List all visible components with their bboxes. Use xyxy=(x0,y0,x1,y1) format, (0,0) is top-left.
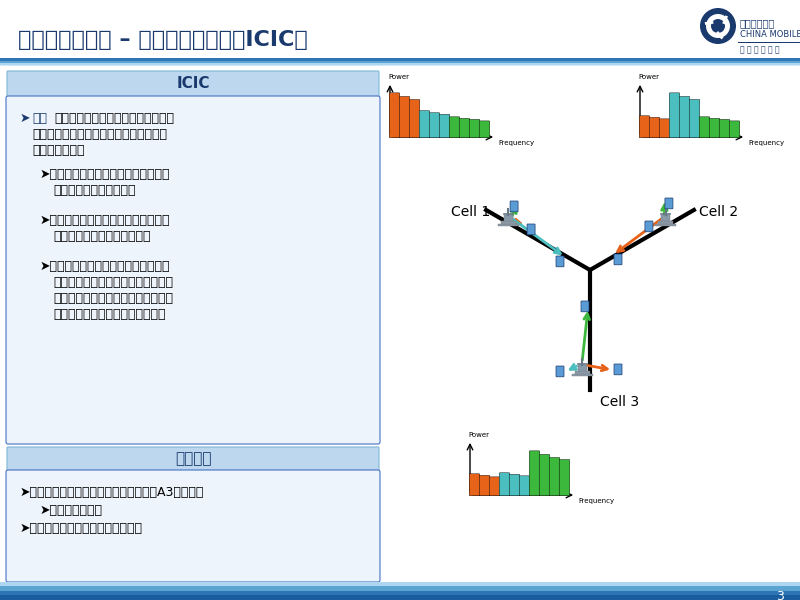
Text: Frequency: Frequency xyxy=(498,140,534,146)
FancyBboxPatch shape xyxy=(650,118,660,138)
Text: Cell 3: Cell 3 xyxy=(600,395,639,409)
Bar xyxy=(571,374,593,376)
FancyBboxPatch shape xyxy=(690,100,700,138)
Text: Frequency: Frequency xyxy=(748,140,784,146)
FancyBboxPatch shape xyxy=(479,475,490,496)
FancyBboxPatch shape xyxy=(556,256,564,267)
Text: ➤小区中心和边缘用户的发射功率值: ➤小区中心和边缘用户的发射功率值 xyxy=(20,522,143,535)
FancyBboxPatch shape xyxy=(419,110,430,138)
FancyBboxPatch shape xyxy=(409,100,420,138)
Bar xyxy=(658,221,674,224)
Bar xyxy=(0,591,800,595)
Bar xyxy=(655,224,677,226)
FancyBboxPatch shape xyxy=(509,475,520,496)
Text: 中心用户分配的功率较低: 中心用户分配的功率较低 xyxy=(53,184,135,197)
FancyBboxPatch shape xyxy=(429,113,440,138)
Bar xyxy=(0,595,800,600)
FancyBboxPatch shape xyxy=(6,96,380,444)
Text: 3: 3 xyxy=(776,590,784,600)
Text: 移 动 信 息 专 家: 移 动 信 息 专 家 xyxy=(740,45,780,54)
Text: 用户而言，所受邻区干扰较低，因此: 用户而言，所受邻区干扰较低，因此 xyxy=(53,292,173,305)
Circle shape xyxy=(711,19,725,33)
FancyBboxPatch shape xyxy=(519,476,530,496)
Bar xyxy=(662,215,670,221)
FancyBboxPatch shape xyxy=(614,254,622,265)
Bar xyxy=(0,586,800,591)
FancyBboxPatch shape xyxy=(530,451,540,496)
Bar xyxy=(0,61,800,63)
Circle shape xyxy=(706,14,730,38)
FancyBboxPatch shape xyxy=(710,118,720,138)
FancyBboxPatch shape xyxy=(556,366,564,377)
FancyBboxPatch shape xyxy=(479,121,490,138)
FancyBboxPatch shape xyxy=(439,114,450,138)
FancyBboxPatch shape xyxy=(581,301,589,312)
Text: ➤需优化相关参数: ➤需优化相关参数 xyxy=(40,504,103,517)
FancyBboxPatch shape xyxy=(469,119,480,138)
Bar xyxy=(501,221,515,224)
Text: Power: Power xyxy=(638,74,659,80)
Text: 降低小区间干扰: 降低小区间干扰 xyxy=(32,144,85,157)
FancyBboxPatch shape xyxy=(719,119,730,138)
FancyBboxPatch shape xyxy=(614,364,622,375)
Text: ：相邻的相互干扰的小区间通过协调: ：相邻的相互干扰的小区间通过协调 xyxy=(54,112,174,125)
Bar xyxy=(0,582,800,586)
FancyBboxPatch shape xyxy=(550,457,560,496)
Bar xyxy=(574,371,590,374)
Text: 优化参数: 优化参数 xyxy=(174,451,211,467)
FancyBboxPatch shape xyxy=(669,93,680,138)
FancyBboxPatch shape xyxy=(499,473,510,496)
Text: 相关技术点介绍 – 小区间干扰协调（ICIC）: 相关技术点介绍 – 小区间干扰协调（ICIC） xyxy=(18,30,308,50)
FancyBboxPatch shape xyxy=(6,470,380,582)
Bar xyxy=(498,224,518,226)
Text: ➤采用较高功率的频率资源在相邻小区: ➤采用较高功率的频率资源在相邻小区 xyxy=(40,260,170,273)
Text: Frequency: Frequency xyxy=(578,498,614,504)
Text: Power: Power xyxy=(468,432,489,438)
Circle shape xyxy=(700,8,736,44)
Bar xyxy=(0,0,800,68)
FancyBboxPatch shape xyxy=(7,447,379,471)
FancyBboxPatch shape xyxy=(389,93,400,138)
Text: Power: Power xyxy=(388,74,409,80)
FancyBboxPatch shape xyxy=(399,97,410,138)
FancyBboxPatch shape xyxy=(665,198,673,209)
Text: Cell 2: Cell 2 xyxy=(699,205,738,219)
Text: 中国移动通信: 中国移动通信 xyxy=(740,18,775,28)
FancyBboxPatch shape xyxy=(645,221,653,232)
FancyBboxPatch shape xyxy=(459,118,470,138)
Bar xyxy=(578,365,586,371)
Text: 原理: 原理 xyxy=(32,112,47,125)
FancyBboxPatch shape xyxy=(699,117,710,138)
FancyBboxPatch shape xyxy=(559,460,570,496)
Text: ICIC: ICIC xyxy=(176,76,210,91)
Text: ➤小区中心和小区边缘用户的区分：通过A3事件上报: ➤小区中心和小区边缘用户的区分：通过A3事件上报 xyxy=(20,486,204,499)
FancyBboxPatch shape xyxy=(730,121,740,138)
Bar xyxy=(0,63,800,65)
Bar xyxy=(503,215,513,221)
Text: 间相互错开，对于某一个小区的边缘: 间相互错开，对于某一个小区的边缘 xyxy=(53,276,173,289)
FancyBboxPatch shape xyxy=(510,201,518,212)
Text: ➤: ➤ xyxy=(20,112,30,125)
FancyBboxPatch shape xyxy=(639,116,650,138)
Text: 空口资源，包括功率资源和时频资源从而: 空口资源，包括功率资源和时频资源从而 xyxy=(32,128,167,141)
Text: Cell 1: Cell 1 xyxy=(451,205,490,219)
Text: 的频域资源进行下行数据发送: 的频域资源进行下行数据发送 xyxy=(53,230,150,243)
FancyBboxPatch shape xyxy=(679,97,690,138)
Bar xyxy=(0,58,800,61)
FancyBboxPatch shape xyxy=(659,119,670,138)
FancyBboxPatch shape xyxy=(527,224,535,235)
FancyBboxPatch shape xyxy=(469,474,480,496)
Text: CHINA MOBILE: CHINA MOBILE xyxy=(740,30,800,39)
Text: ➤不同的基站可以为边缘用户分配不同: ➤不同的基站可以为边缘用户分配不同 xyxy=(40,214,170,227)
Bar xyxy=(738,42,800,43)
FancyBboxPatch shape xyxy=(490,477,500,496)
Text: 可以达到提高边缘用户性能的目的: 可以达到提高边缘用户性能的目的 xyxy=(53,308,166,321)
FancyBboxPatch shape xyxy=(450,117,460,138)
FancyBboxPatch shape xyxy=(7,71,379,97)
Bar xyxy=(0,65,800,66)
Text: ➤基站为边缘用户分配的功率较高而为: ➤基站为边缘用户分配的功率较高而为 xyxy=(40,168,170,181)
FancyBboxPatch shape xyxy=(539,454,550,496)
